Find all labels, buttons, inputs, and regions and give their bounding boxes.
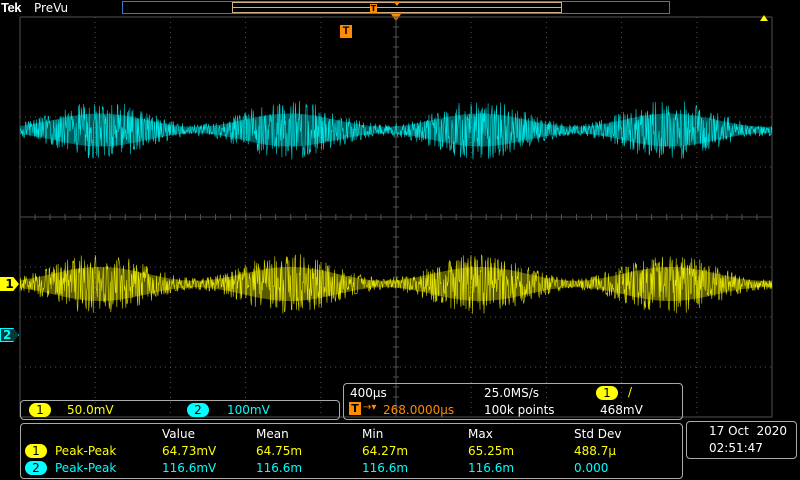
measurement-row-1-std-dev: 488.7µ [574, 444, 616, 458]
trigger-position: 268.0000µs [383, 403, 454, 417]
date-time-readout: 17 Oct 2020 02:51:47 [686, 421, 797, 459]
column-header-min: Min [362, 427, 383, 441]
measurement-row-2-std-dev: 0.000 [574, 461, 608, 475]
date: 17 Oct 2020 [709, 424, 787, 438]
trigger-slope-icon: / [628, 385, 632, 399]
channel-scale-readout[interactable]: 1 50.0mV 2 100mV [20, 400, 340, 420]
measurement-row-2-channel-badge: 2 [25, 461, 47, 475]
channel-2-badge: 2 [187, 403, 209, 417]
trigger-position-arrow-icon: →▾ [363, 402, 376, 413]
time: 02:51:47 [709, 441, 763, 455]
measurement-row-1-mean: 64.75m [256, 444, 302, 458]
trigger-source-badge: 1 [596, 386, 618, 400]
measurement-row-2-min: 116.6m [362, 461, 408, 475]
measurement-row-1-value: 64.73mV [162, 444, 216, 458]
channel-1-scale: 50.0mV [67, 403, 114, 417]
column-header-max: Max [468, 427, 493, 441]
timebase-readout[interactable]: 400µs 25.0MS/s 1 / T →▾ 268.0000µs 100k … [343, 383, 683, 420]
trigger-point-marker[interactable]: T [340, 25, 352, 38]
channel-2-scale: 100mV [227, 403, 270, 417]
trigger-position-badge: T [349, 402, 361, 415]
measurement-row-2-mean: 116.6m [256, 461, 302, 475]
measurement-row-1-name: Peak-Peak [55, 444, 116, 458]
trigger-level: 468mV [600, 403, 643, 417]
graticule [20, 17, 772, 417]
trigger-level-arrow-icon[interactable] [760, 15, 768, 21]
measurement-row-1-min: 64.27m [362, 444, 408, 458]
column-header-mean: Mean [256, 427, 289, 441]
measurement-row-2-name: Peak-Peak [55, 461, 116, 475]
sample-rate: 25.0MS/s [484, 386, 539, 400]
measurement-row-2-max: 116.6m [468, 461, 514, 475]
measurement-row-2-value: 116.6mV [162, 461, 216, 475]
record-length: 100k points [484, 403, 555, 417]
measurement-row-1-max: 65.25m [468, 444, 514, 458]
measurement-table[interactable]: Value Mean Min Max Std Dev 1 Peak-Peak 6… [20, 423, 683, 479]
channel-1-badge: 1 [29, 403, 51, 417]
column-header-value: Value [162, 427, 195, 441]
column-header-std-dev: Std Dev [574, 427, 621, 441]
measurement-row-1-channel-badge: 1 [25, 444, 47, 458]
horizontal-scale: 400µs [350, 386, 387, 400]
